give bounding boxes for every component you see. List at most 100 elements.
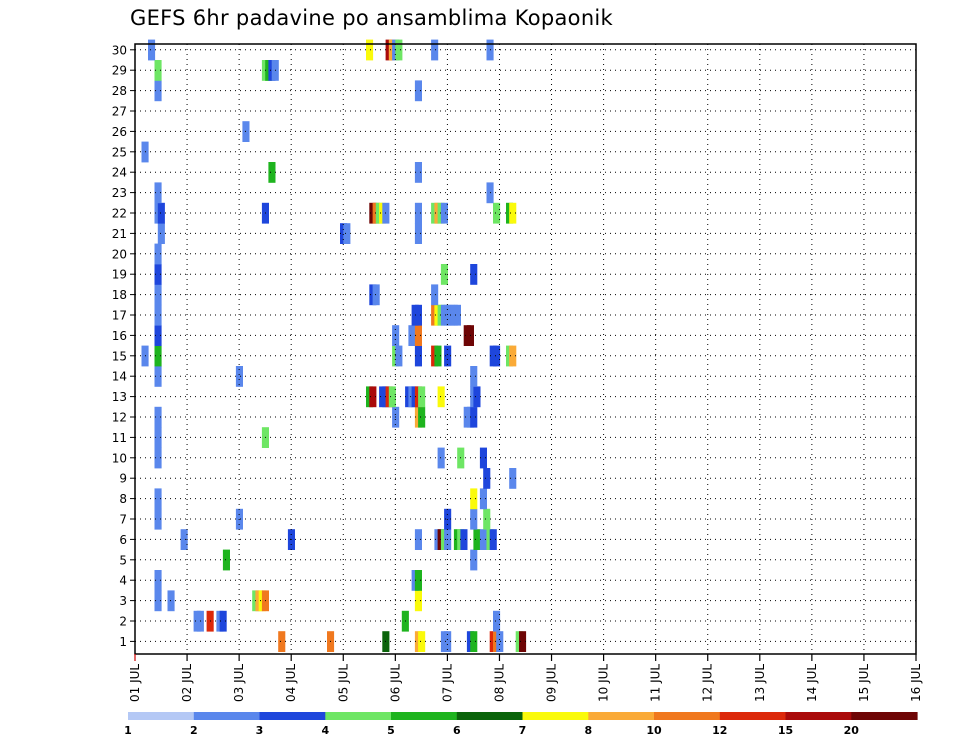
- y-tick-label: 9: [119, 472, 127, 486]
- heatmap-cell: [418, 406, 426, 428]
- heatmap-cell: [444, 345, 452, 367]
- heatmap-cell: [268, 162, 276, 183]
- legend-label: 15: [778, 724, 793, 737]
- heatmap-cell: [470, 631, 478, 652]
- y-tick-label: 30: [112, 43, 127, 57]
- heatmap-cell: [154, 447, 162, 469]
- heatmap-cell: [509, 468, 517, 489]
- heatmap-cell: [493, 345, 501, 367]
- heatmap-cell: [154, 366, 162, 387]
- y-tick-label: 23: [112, 186, 127, 200]
- heatmap-cell: [154, 488, 162, 510]
- heatmap-cell: [369, 386, 377, 408]
- heatmap-cell: [395, 345, 403, 367]
- heatmap-cell: [437, 447, 445, 469]
- heatmap-cell: [479, 447, 487, 469]
- y-tick-label: 26: [112, 125, 127, 139]
- heatmap-cell: [431, 284, 439, 306]
- heatmap-cell: [414, 570, 422, 591]
- heatmap-cell: [154, 80, 162, 102]
- legend-swatch: [456, 712, 524, 720]
- legend-label: 12: [712, 724, 727, 737]
- legend-swatch: [259, 712, 326, 720]
- heatmap-cell: [154, 325, 162, 346]
- heatmap-cell: [470, 549, 478, 571]
- legend-swatch: [785, 712, 852, 720]
- heatmap-cell: [479, 488, 487, 510]
- y-tick-label: 14: [112, 370, 127, 384]
- heatmap-cell: [470, 406, 478, 428]
- heatmap-cell: [154, 345, 162, 367]
- y-axis: 1234567891011121314151617181920212223242…: [112, 43, 135, 649]
- heatmap-cell: [470, 366, 478, 387]
- heatmap-cell: [154, 60, 162, 81]
- grid-lines: [135, 44, 916, 654]
- x-tick-label: 14 JUL: [805, 664, 819, 702]
- y-tick-label: 16: [112, 329, 127, 343]
- heatmap-cell: [414, 223, 422, 244]
- heatmap-cell: [180, 529, 188, 550]
- x-axis: 01 JUL 02 JUL 03 JUL 04 JUL 05 JUL 06 JUL 07 J…: [128, 654, 923, 702]
- x-tick-label: 06 JUL: [388, 664, 402, 702]
- heatmap-cell: [493, 610, 501, 632]
- heatmap-cell: [431, 39, 439, 61]
- heatmap-cell: [154, 243, 162, 265]
- heatmap-cell: [148, 39, 156, 61]
- y-tick-label: 5: [119, 553, 127, 567]
- legend-swatch: [391, 712, 458, 720]
- y-tick-label: 11: [112, 431, 127, 445]
- legend-label: 5: [387, 724, 395, 737]
- legend-label: 3: [256, 724, 264, 737]
- y-tick-label: 18: [112, 288, 127, 302]
- heatmap-cell: [157, 202, 165, 224]
- legend-label: 2: [190, 724, 198, 737]
- x-tick-label: 10 JUL: [597, 664, 611, 702]
- y-tick-label: 2: [119, 615, 127, 629]
- heatmap-cells: [141, 39, 527, 652]
- heatmap-cell: [519, 631, 527, 652]
- heatmap-cell: [414, 304, 422, 326]
- y-tick-label: 4: [119, 574, 127, 588]
- x-tick-label: 03 JUL: [232, 664, 246, 702]
- y-tick-label: 3: [119, 594, 127, 608]
- x-tick-label: 05 JUL: [336, 664, 350, 702]
- legend-label: 10: [646, 724, 662, 737]
- legend-label: 8: [584, 724, 592, 737]
- y-tick-label: 19: [112, 268, 127, 282]
- heatmap-cell: [154, 182, 162, 204]
- y-tick-label: 29: [112, 64, 127, 78]
- legend-label: 6: [453, 724, 461, 737]
- x-tick-label: 07 JUL: [440, 664, 454, 702]
- heatmap-cell: [414, 590, 422, 612]
- y-tick-label: 1: [119, 635, 127, 649]
- heatmap-cell: [414, 162, 422, 183]
- heatmap-cell: [473, 386, 481, 408]
- y-tick-label: 21: [112, 227, 127, 241]
- heatmap-cell: [154, 264, 162, 285]
- heatmap-cell: [414, 345, 422, 367]
- y-tick-label: 15: [112, 349, 127, 363]
- x-tick-label: 09 JUL: [545, 664, 559, 702]
- heatmap-cell: [509, 202, 517, 224]
- x-tick-label: 01 JUL: [128, 664, 142, 702]
- heatmap-cell: [414, 202, 422, 224]
- y-tick-label: 10: [112, 451, 127, 465]
- y-tick-label: 25: [112, 145, 127, 159]
- heatmap-cell: [414, 80, 422, 102]
- heatmap-cell: [154, 304, 162, 326]
- heatmap-cell: [278, 631, 286, 652]
- heatmap-cell: [470, 508, 478, 530]
- heatmap-cell: [167, 590, 175, 612]
- legend-swatch: [588, 712, 655, 720]
- legend-swatch: [522, 712, 589, 720]
- y-tick-label: 17: [112, 309, 127, 323]
- heatmap-cell: [434, 345, 442, 367]
- y-tick-label: 12: [112, 411, 127, 425]
- y-tick-label: 8: [119, 492, 127, 506]
- heatmap-cell: [483, 508, 491, 530]
- heatmap-cell: [154, 427, 162, 448]
- heatmap-cell: [440, 264, 448, 285]
- heatmap-cell: [418, 386, 426, 408]
- y-tick-label: 24: [112, 166, 127, 180]
- chart-title: GEFS 6hr padavine po ansamblima Kopaonik: [130, 6, 614, 30]
